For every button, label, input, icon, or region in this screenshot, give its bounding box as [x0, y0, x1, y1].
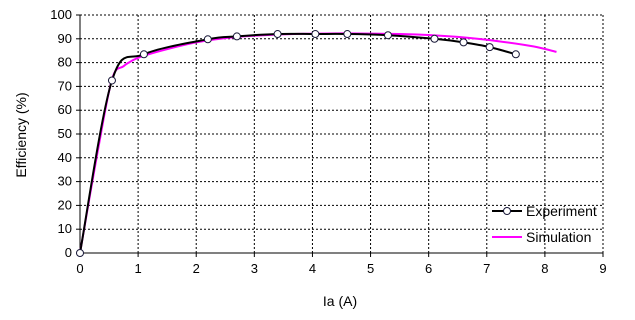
experiment-point	[203, 35, 212, 44]
y-tick-label: 40	[58, 150, 72, 165]
y-tick-label: 80	[58, 55, 72, 70]
x-tick-label: 4	[309, 261, 316, 276]
experiment-point	[139, 50, 148, 59]
x-tick-labels: 0 1 2 3 4 5 6 7 8 9	[76, 261, 606, 276]
x-tick-label: 8	[541, 261, 548, 276]
x-tick-label: 2	[193, 261, 200, 276]
y-tick-label: 70	[58, 78, 72, 93]
simulation-line	[79, 32, 557, 254]
experiment-point	[511, 50, 520, 59]
y-tick-label: 20	[58, 197, 72, 212]
x-tick-label: 0	[76, 261, 83, 276]
y-tick-label: 30	[58, 174, 72, 189]
legend-experiment-label: Experiment	[526, 203, 597, 219]
y-tick-labels: 0 10 20 30 40 50 60 70 80 90 100	[50, 7, 72, 260]
series-group	[76, 30, 557, 257]
legend-experiment-marker	[503, 207, 511, 215]
x-tick-label: 5	[367, 261, 374, 276]
experiment-point	[343, 30, 352, 39]
experiment-point	[76, 249, 84, 257]
experiment-point	[485, 43, 494, 52]
y-tick-label: 10	[58, 221, 72, 236]
experiment-point	[273, 30, 282, 39]
y-tick-label: 60	[58, 102, 72, 117]
x-tick-label: 7	[483, 261, 490, 276]
experiment-point	[311, 30, 320, 39]
experiment-point	[232, 32, 241, 41]
grid-lines	[80, 14, 604, 253]
x-tick-label: 6	[425, 261, 432, 276]
legend: Experiment Simulation	[492, 203, 597, 245]
y-tick-label: 90	[58, 31, 72, 46]
y-tick-label: 50	[58, 126, 72, 141]
experiment-point	[383, 31, 392, 40]
y-tick-label: 100	[50, 7, 72, 22]
y-axis-title: Efficiency (%)	[13, 92, 29, 177]
x-tick-label: 1	[134, 261, 141, 276]
x-tick-label: 3	[251, 261, 258, 276]
y-tick-label: 0	[65, 245, 72, 260]
x-axis-title: Ia (A)	[323, 293, 357, 309]
x-tick-label: 9	[599, 261, 606, 276]
axes	[76, 14, 604, 257]
experiment-line	[79, 32, 517, 254]
experiment-point	[459, 38, 468, 47]
legend-simulation-label: Simulation	[526, 229, 591, 245]
experiment-point	[107, 76, 116, 85]
experiment-point	[430, 34, 439, 43]
